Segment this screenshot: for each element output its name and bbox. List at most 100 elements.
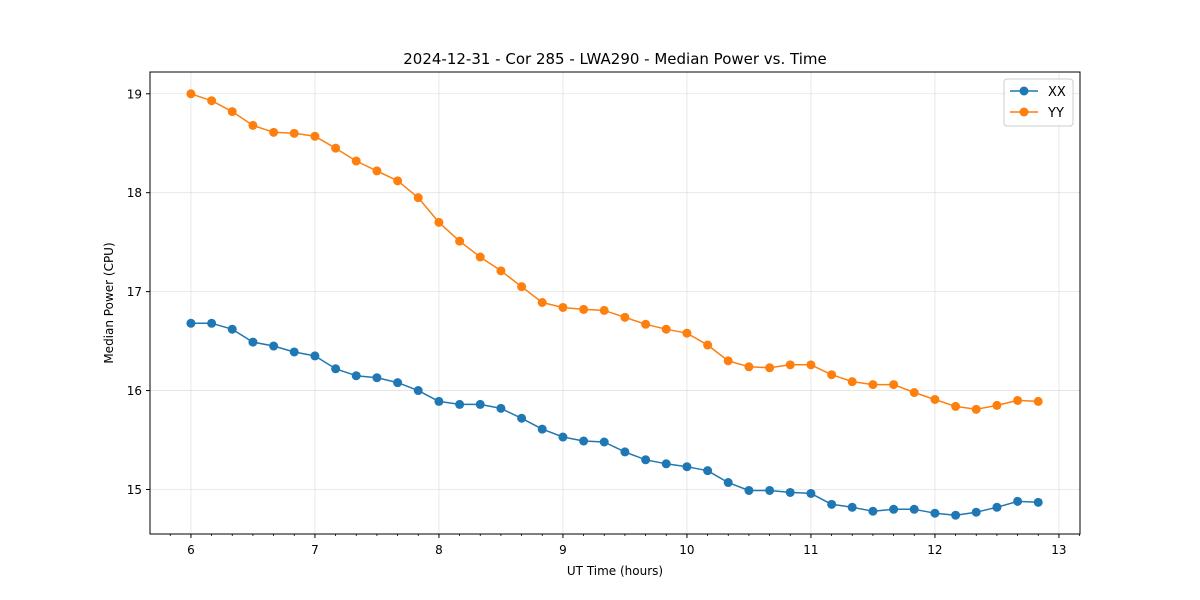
data-point-xx	[289, 347, 299, 357]
legend: XX YY	[1003, 78, 1074, 127]
data-point-xx	[248, 337, 258, 347]
legend-label-yy: YY	[1047, 106, 1064, 121]
x-tick-label: 10	[679, 543, 694, 557]
data-point-yy	[248, 120, 258, 130]
data-point-xx	[1013, 496, 1023, 506]
chart-title: 2024-12-31 - Cor 285 - LWA290 - Median P…	[403, 50, 827, 68]
y-tick-label: 17	[127, 285, 142, 299]
data-point-xx	[227, 324, 237, 334]
legend-marker-xx	[1019, 86, 1029, 96]
x-tick-label: 12	[927, 543, 942, 557]
data-point-xx	[971, 507, 981, 517]
data-point-xx	[372, 373, 382, 383]
y-axis-ticks: 15 16 17 18 19	[127, 87, 150, 497]
x-tick-label: 6	[187, 543, 195, 557]
data-point-xx	[517, 413, 527, 423]
data-point-yy	[765, 363, 775, 373]
x-tick-label: 9	[559, 543, 567, 557]
data-point-yy	[620, 312, 630, 322]
data-point-xx	[723, 478, 733, 488]
data-point-xx	[785, 487, 795, 497]
legend-item-yy: YY	[1010, 106, 1064, 121]
data-point-xx	[351, 371, 361, 381]
y-tick-label: 18	[127, 186, 142, 200]
legend-label-xx: XX	[1048, 85, 1066, 100]
y-tick-label: 15	[127, 483, 142, 497]
data-point-yy	[661, 324, 671, 334]
plot-area-frame	[149, 71, 1081, 535]
data-point-xx	[806, 488, 816, 498]
data-point-yy	[186, 89, 196, 99]
y-tick-label: 16	[127, 384, 142, 398]
data-point-yy	[785, 360, 795, 370]
data-point-yy	[475, 252, 485, 262]
data-point-xx	[599, 437, 609, 447]
data-point-yy	[227, 107, 237, 117]
data-point-xx	[393, 378, 403, 388]
y-axis-label: Median Power (CPU)	[102, 242, 116, 363]
x-tick-label: 8	[435, 543, 443, 557]
data-point-xx	[909, 504, 919, 514]
data-point-yy	[351, 156, 361, 166]
data-point-xx	[661, 459, 671, 469]
y-tick-label: 19	[127, 87, 142, 101]
data-point-yy	[269, 127, 279, 137]
legend-item-xx: XX	[1010, 85, 1066, 100]
data-point-xx	[269, 341, 279, 351]
data-point-xx	[558, 432, 568, 442]
data-point-yy	[599, 305, 609, 315]
data-point-yy	[847, 377, 857, 387]
data-point-yy	[393, 176, 403, 186]
legend-marker-yy	[1019, 107, 1029, 117]
data-point-xx	[186, 318, 196, 328]
x-tick-label: 13	[1051, 543, 1066, 557]
data-point-xx	[1033, 497, 1043, 507]
data-point-xx	[703, 466, 713, 476]
data-point-yy	[723, 356, 733, 366]
data-point-yy	[992, 400, 1002, 410]
x-tick-label: 11	[803, 543, 818, 557]
data-point-xx	[413, 386, 423, 396]
data-point-yy	[413, 193, 423, 203]
data-point-yy	[744, 362, 754, 372]
data-point-yy	[579, 304, 589, 314]
data-point-xx	[744, 485, 754, 495]
data-point-yy	[455, 236, 465, 246]
data-point-xx	[682, 462, 692, 472]
data-point-yy	[434, 217, 444, 227]
data-point-xx	[537, 424, 547, 434]
data-point-xx	[620, 447, 630, 457]
data-point-yy	[558, 302, 568, 312]
data-point-yy	[1033, 396, 1043, 406]
data-point-yy	[496, 266, 506, 276]
data-point-yy	[517, 282, 527, 292]
data-point-yy	[951, 401, 961, 411]
series-lines	[186, 89, 1043, 520]
data-point-yy	[909, 388, 919, 398]
data-point-yy	[331, 143, 341, 153]
data-point-xx	[868, 506, 878, 516]
data-point-xx	[765, 485, 775, 495]
data-point-xx	[579, 436, 589, 446]
data-point-yy	[372, 166, 382, 176]
data-point-yy	[682, 328, 692, 338]
data-point-xx	[455, 399, 465, 409]
data-point-xx	[331, 364, 341, 374]
x-axis-label: UT Time (hours)	[567, 564, 663, 578]
data-point-yy	[827, 370, 837, 380]
grid	[150, 72, 1080, 534]
data-point-yy	[537, 298, 547, 308]
data-point-yy	[310, 131, 320, 141]
data-point-yy	[641, 319, 651, 329]
data-point-yy	[930, 394, 940, 404]
data-point-xx	[207, 318, 217, 328]
data-point-xx	[496, 403, 506, 413]
data-point-xx	[992, 502, 1002, 512]
data-point-xx	[889, 504, 899, 514]
data-point-yy	[1013, 395, 1023, 405]
data-point-xx	[827, 499, 837, 509]
data-point-yy	[806, 360, 816, 370]
data-point-yy	[289, 128, 299, 138]
